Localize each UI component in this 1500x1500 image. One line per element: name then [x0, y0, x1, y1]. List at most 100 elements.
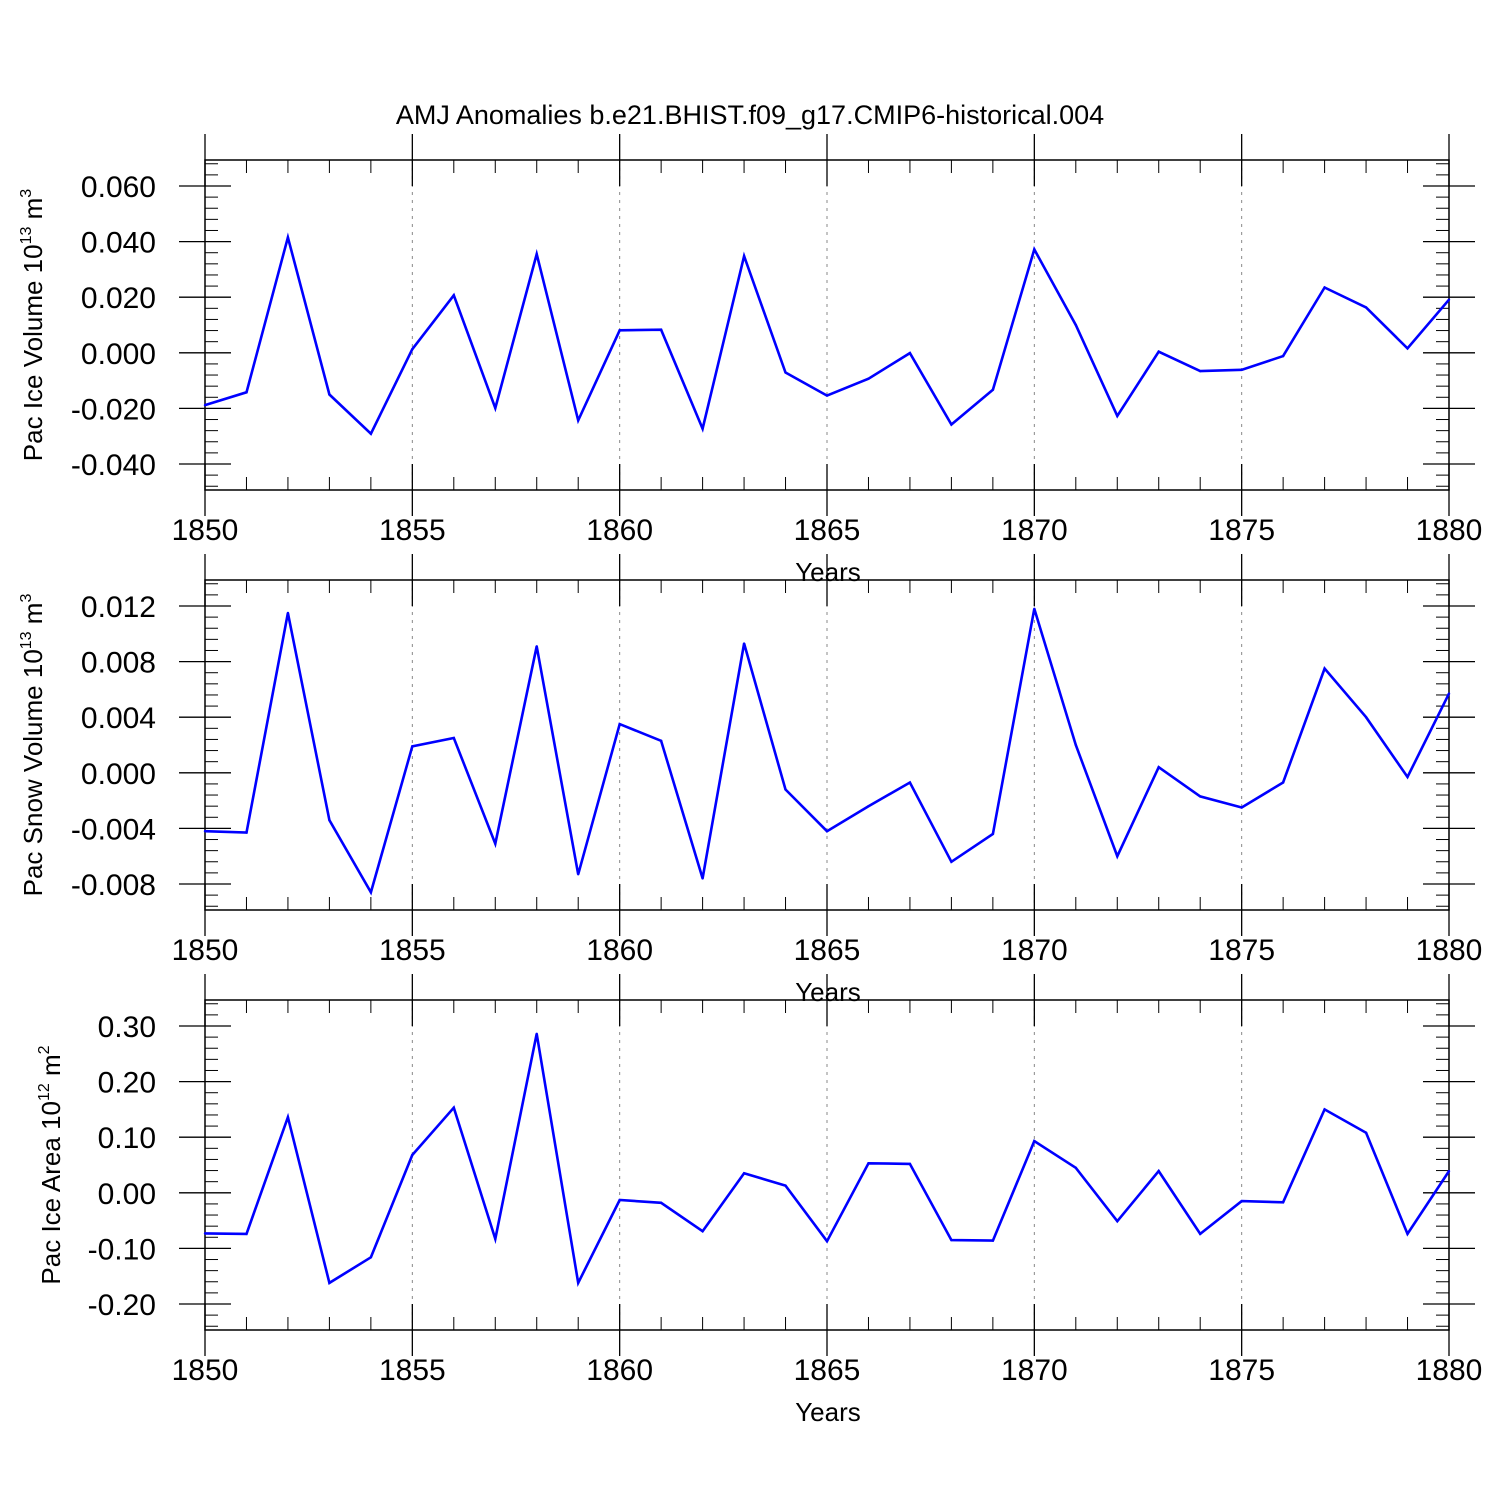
data-point: [701, 1229, 704, 1233]
data-point: [1323, 1108, 1326, 1111]
data-point: [1323, 286, 1326, 289]
x-tick-label: 1855: [379, 514, 446, 547]
data-point: [1323, 667, 1326, 670]
data-point: [1406, 775, 1409, 779]
data-point: [825, 394, 829, 397]
data-point: [991, 1239, 995, 1242]
data-point: [742, 1172, 746, 1175]
x-tick-label: 1880: [1416, 514, 1483, 547]
y-tick-label: -0.20: [88, 1289, 156, 1322]
data-point: [452, 294, 455, 297]
data-point: [1074, 743, 1078, 747]
x-tick-label: 1870: [1001, 514, 1068, 547]
data-point: [950, 423, 953, 426]
y-tick-label: -0.008: [71, 869, 156, 902]
data-point: [494, 842, 497, 845]
y-tick-label: -0.004: [71, 813, 156, 846]
y-tick-label: 0.00: [98, 1178, 156, 1211]
y-axis-label-exponent: 12: [36, 1083, 53, 1101]
y-tick-label: 0.30: [98, 1011, 156, 1044]
data-point: [203, 1232, 207, 1235]
data-point: [245, 391, 248, 394]
data-point: [742, 254, 746, 258]
data-point: [1033, 607, 1036, 610]
x-tick-label: 1880: [1416, 934, 1483, 967]
y-tick-label: 0.20: [98, 1067, 156, 1100]
data-point: [1281, 781, 1285, 784]
data-point: [659, 1201, 663, 1205]
data-point: [1240, 806, 1243, 809]
data-point: [950, 1238, 953, 1242]
data-point: [286, 236, 290, 239]
data-point: [784, 788, 787, 791]
data-point: [1447, 1169, 1451, 1173]
data-point: [1281, 354, 1285, 358]
data-point: [1116, 414, 1119, 418]
data-point: [1240, 368, 1243, 371]
x-tick-label: 1850: [172, 934, 239, 967]
panel-3: -0.20 -0.10 0.00 0.10 0.20 0.30 1850 1855 1860 18…: [36, 974, 1482, 1427]
x-tick-label: 1860: [586, 1354, 653, 1387]
data-point: [742, 642, 746, 645]
data-point: [286, 1115, 290, 1119]
x-tick-label: 1870: [1001, 934, 1068, 967]
y-axis-label-unit: m: [18, 198, 48, 227]
data-point: [867, 377, 870, 380]
data-point: [1033, 1139, 1036, 1143]
y-tick-label: -0.10: [88, 1233, 156, 1266]
y-axis-label-exponent: 13: [18, 226, 35, 244]
y-tick-label: 0.012: [81, 591, 156, 624]
y-axis-label: Pac Ice Volume 1013 m3: [18, 189, 48, 462]
y-tick-label: 0.000: [81, 338, 156, 371]
data-point: [577, 419, 580, 422]
data-point: [1074, 1166, 1078, 1169]
data-point: [577, 873, 580, 876]
data-point: [369, 1256, 373, 1259]
y-axis-label-text: Pac Ice Volume 10: [18, 244, 48, 461]
data-point: [991, 832, 995, 836]
data-point: [1406, 347, 1409, 350]
data-point: [1199, 369, 1202, 373]
x-axis-label: Years: [795, 1397, 861, 1427]
x-tick-label: 1860: [586, 934, 653, 967]
data-point: [1364, 1131, 1368, 1134]
data-point: [1447, 298, 1451, 301]
data-point: [328, 818, 331, 822]
data-point: [577, 1281, 580, 1285]
data-point: [1240, 1199, 1243, 1203]
data-point: [1199, 1232, 1202, 1236]
y-tick-label: 0.000: [81, 758, 156, 791]
data-point: [1074, 323, 1078, 327]
data-point: [369, 432, 373, 435]
x-tick-label: 1865: [794, 1354, 861, 1387]
x-tick-label: 1860: [586, 514, 653, 547]
data-point: [286, 611, 290, 615]
x-tick-label: 1875: [1208, 1354, 1275, 1387]
y-axis-label-unit-exponent: 2: [36, 1045, 53, 1054]
data-point: [908, 351, 912, 355]
data-point: [1281, 1201, 1285, 1204]
data-point: [535, 1032, 538, 1035]
y-tick-label: -0.040: [71, 449, 156, 482]
data-point: [245, 1232, 248, 1236]
data-point: [203, 403, 207, 407]
data-point: [1116, 855, 1119, 858]
x-tick-label: 1855: [379, 1354, 446, 1387]
chart-title: AMJ Anomalies b.e21.BHIST.f09_g17.CMIP6-…: [396, 100, 1104, 130]
x-tick-label: 1870: [1001, 1354, 1068, 1387]
data-point: [618, 722, 621, 726]
y-tick-label: 0.10: [98, 1122, 156, 1155]
x-tick-label: 1865: [794, 514, 861, 547]
series-line: [204, 1033, 1451, 1288]
x-tick-label: 1850: [172, 1354, 239, 1387]
data-point: [1364, 306, 1368, 309]
data-point: [825, 1239, 829, 1243]
x-tick-label: 1855: [379, 934, 446, 967]
data-point: [825, 829, 829, 833]
x-tick-label: 1850: [172, 514, 239, 547]
data-point: [535, 645, 538, 648]
x-tick-label: 1865: [794, 934, 861, 967]
data-point: [369, 891, 373, 894]
y-tick-label: -0.020: [71, 393, 156, 426]
data-point: [991, 388, 995, 391]
